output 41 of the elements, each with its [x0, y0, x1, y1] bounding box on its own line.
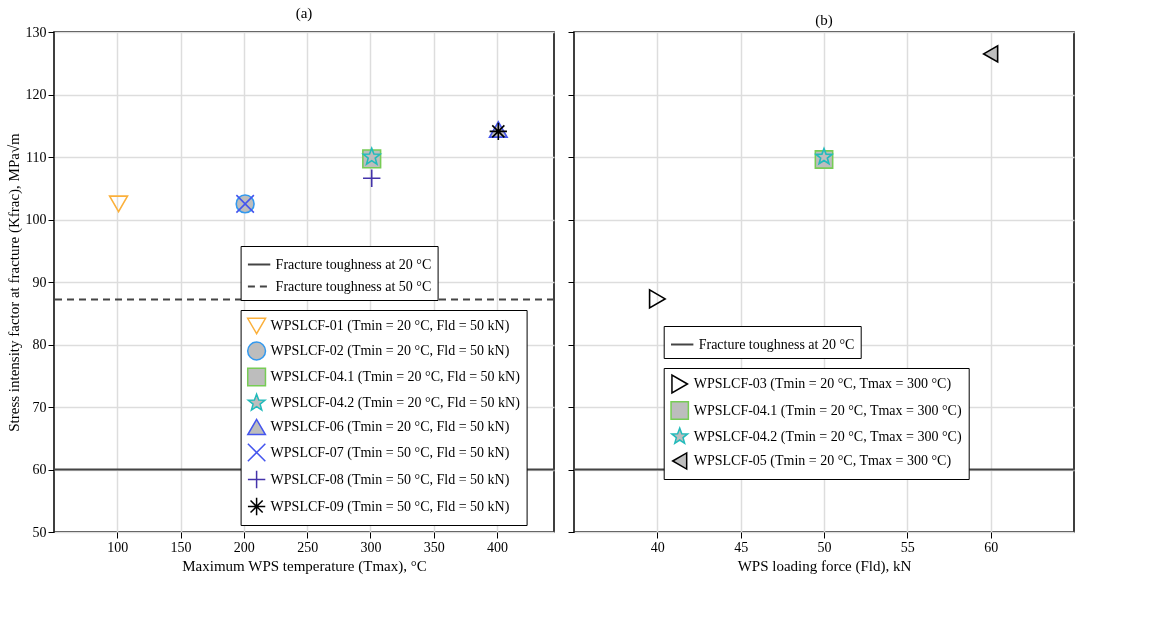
legend-label: Fracture toughness at 20 °C: [698, 336, 855, 352]
y-tick-label: 60: [32, 462, 47, 477]
legend-label: WPSLCF-06 (Tmin = 20 °C, Fld = 50 kN): [270, 419, 510, 435]
x-tick-label: 200: [233, 539, 255, 555]
y-tick-label: 80: [32, 337, 47, 352]
y-axis-title: Stress intensity factor at fracture (Kfrac), MPa√m: [5, 132, 23, 432]
chart-title: (a): [295, 5, 313, 22]
x-tick-label: 150: [170, 539, 192, 555]
x-tick-label: 60: [984, 539, 999, 555]
x-tick-label: 300: [360, 539, 382, 555]
x-axis-title: WPS loading force (Fld), kN: [737, 557, 912, 575]
legend-label: WPSLCF-02 (Tmin = 20 °C, Fld = 50 kN): [270, 343, 510, 359]
legend-label: WPSLCF-03 (Tmin = 20 °C, Tmax = 300 °C): [693, 376, 952, 392]
x-tick-label: 55: [900, 539, 915, 555]
legend-label: WPSLCF-07 (Tmin = 50 °C, Fld = 50 kN): [270, 444, 510, 461]
legend-label: WPSLCF-09 (Tmin = 50 °C, Fld = 50 kN): [270, 498, 510, 515]
x-tick-label: 40: [650, 539, 665, 555]
legend-label: WPSLCF-08 (Tmin = 50 °C, Fld = 50 kN): [270, 471, 510, 488]
y-tick-label: 100: [25, 212, 47, 227]
x-tick-label: 400: [487, 539, 509, 555]
legend-label: Fracture toughness at 50 °C: [275, 278, 432, 294]
x-axis-title: Maximum WPS temperature (Tmax), °C: [182, 557, 427, 575]
x-tick-label: 250: [297, 539, 319, 555]
x-tick-label: 350: [423, 539, 445, 555]
chart-title: (b): [815, 11, 833, 29]
legend-label: WPSLCF-04.1 (Tmin = 20 °C, Fld = 50 kN): [270, 369, 521, 385]
x-tick-label: 50: [817, 539, 832, 555]
legend-label: WPSLCF-05 (Tmin = 20 °C, Tmax = 300 °C): [693, 453, 952, 469]
y-tick-label: 70: [32, 399, 47, 415]
legend-label: WPSLCF-04.2 (Tmin = 20 °C, Fld = 50 kN): [270, 395, 521, 411]
legend-label: WPSLCF-04.1 (Tmin = 20 °C, Tmax = 300 °C): [693, 402, 962, 419]
legend-label: WPSLCF-04.2 (Tmin = 20 °C, Tmax = 300 °C): [693, 428, 962, 445]
y-tick-label: 110: [26, 149, 47, 165]
x-tick-label: 100: [107, 539, 129, 555]
legend-label: Fracture toughness at 20 °C: [275, 256, 432, 272]
y-tick-label: 90: [32, 274, 47, 290]
legend-label: WPSLCF-01 (Tmin = 20 °C, Fld = 50 kN): [270, 318, 510, 334]
y-tick-label: 130: [25, 24, 47, 40]
x-tick-label: 45: [734, 539, 749, 555]
y-tick-label: 120: [25, 87, 47, 102]
y-tick-label: 50: [32, 524, 47, 540]
